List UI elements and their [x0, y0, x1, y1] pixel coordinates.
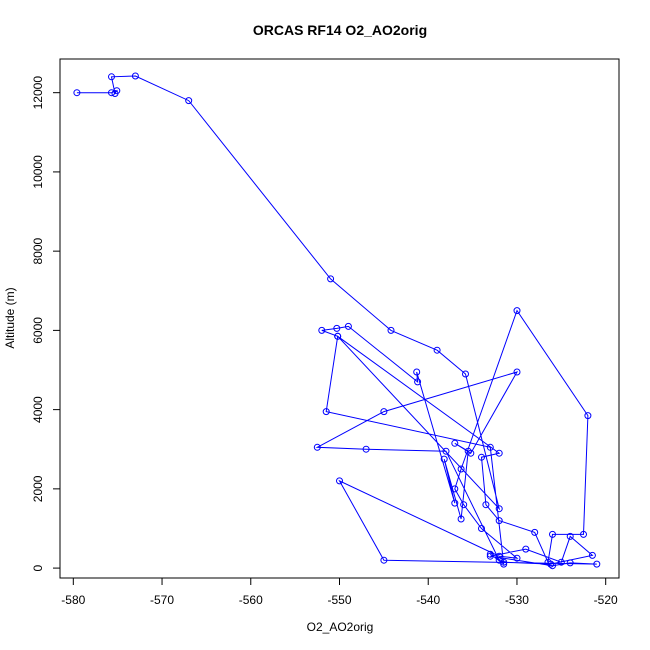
- x-tick-label: -530: [505, 593, 529, 607]
- data-point: [111, 90, 119, 97]
- y-tick-label: 12000: [31, 76, 45, 110]
- data-point: [334, 332, 342, 340]
- data-point: [500, 560, 508, 568]
- data-point: [460, 501, 468, 509]
- data-point: [478, 453, 485, 461]
- data-point: [413, 368, 421, 376]
- data-point: [500, 558, 508, 566]
- data-point: [333, 324, 341, 332]
- data-point: [495, 552, 503, 560]
- data-point: [387, 326, 395, 334]
- data-point: [513, 554, 521, 562]
- data-point: [73, 89, 81, 97]
- y-axis: 0 2000 4000 6000 8000 10000 12000: [31, 76, 60, 571]
- plot-area: [73, 72, 601, 570]
- x-tick-label: -570: [150, 593, 174, 607]
- data-point: [440, 455, 448, 463]
- data-point: [462, 370, 469, 378]
- data-point: [580, 530, 587, 538]
- data-point: [495, 517, 503, 525]
- data-point: [380, 408, 388, 416]
- data-point: [486, 552, 494, 560]
- data-point: [486, 443, 494, 451]
- y-tick-label: 0: [31, 564, 45, 571]
- plot-frame: [59, 58, 620, 579]
- data-point: [414, 378, 422, 386]
- data-point: [451, 439, 459, 447]
- data-point: [495, 556, 503, 564]
- y-tick-label: 4000: [31, 396, 45, 423]
- x-tick-label: -550: [327, 593, 351, 607]
- data-point: [486, 550, 494, 558]
- data-point: [380, 556, 388, 564]
- chart-title: ORCAS RF14 O2_AO2orig: [253, 22, 427, 38]
- data-point: [513, 307, 521, 315]
- series-line: [76, 75, 597, 567]
- x-tick-label: -580: [61, 593, 85, 607]
- data-point: [344, 322, 352, 330]
- data-point: [451, 485, 459, 493]
- data-point: [108, 73, 115, 81]
- y-tick-label: 8000: [31, 237, 45, 264]
- data-point: [522, 545, 530, 553]
- data-point: [185, 97, 193, 105]
- x-axis-label: O2_AO2orig: [307, 620, 374, 634]
- y-tick-label: 6000: [31, 317, 45, 344]
- data-point: [131, 72, 139, 80]
- data-point: [457, 515, 465, 523]
- data-point: [593, 560, 601, 568]
- y-axis-label: Altitude (m): [3, 287, 17, 348]
- x-tick-label: -540: [416, 593, 440, 607]
- data-point: [442, 447, 450, 455]
- data-point: [313, 443, 321, 451]
- data-point: [433, 346, 441, 354]
- data-point: [362, 445, 370, 453]
- data-point: [495, 505, 503, 513]
- data-point: [531, 528, 539, 536]
- data-point: [588, 551, 596, 559]
- data-point: [544, 558, 552, 566]
- data-point: [549, 562, 556, 570]
- data-point: [482, 501, 490, 509]
- x-tick-label: -560: [239, 593, 263, 607]
- y-tick-label: 10000: [31, 155, 45, 189]
- data-point: [584, 412, 592, 420]
- data-point: [318, 326, 326, 334]
- data-point: [451, 499, 459, 507]
- y-tick-label: 2000: [31, 475, 45, 502]
- data-point: [467, 449, 475, 457]
- data-point: [513, 368, 521, 376]
- data-point: [457, 465, 465, 473]
- x-axis: -580 -570 -560 -550 -540 -530 -520: [61, 578, 618, 607]
- data-point: [566, 532, 574, 540]
- data-point: [566, 559, 574, 567]
- data-point: [549, 530, 556, 538]
- data-point: [478, 525, 485, 532]
- data-point: [495, 449, 503, 457]
- data-point: [557, 558, 565, 566]
- data-point: [336, 477, 343, 485]
- data-point: [327, 275, 335, 283]
- data-point: [322, 408, 330, 416]
- x-tick-label: -520: [594, 593, 618, 607]
